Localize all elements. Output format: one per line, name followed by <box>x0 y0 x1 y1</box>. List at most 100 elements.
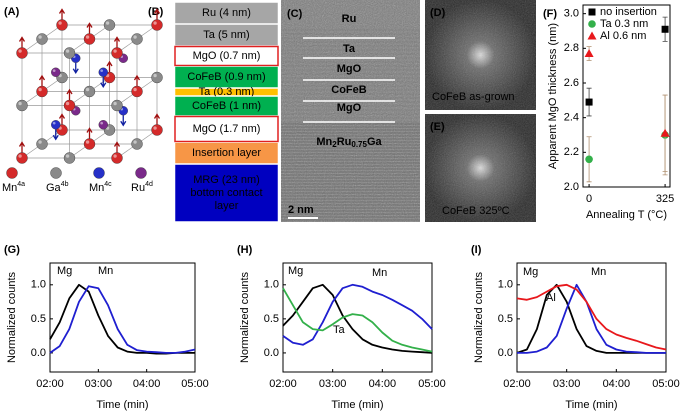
x-tick-label: 04:00 <box>603 378 631 390</box>
series-label: Mg <box>523 266 538 278</box>
y-tick-label: 3.0 <box>564 8 579 20</box>
spin-arrow <box>153 113 161 125</box>
layer-label: Insertion layer <box>192 147 261 159</box>
tem-noise <box>281 0 420 222</box>
legend-label: no insertion <box>600 6 657 18</box>
atom-highlight <box>65 154 70 158</box>
spin-arrow <box>106 60 113 72</box>
legend-label: Mn4c <box>89 181 112 194</box>
x-tick-label: 02:00 <box>36 378 64 390</box>
legend-marker <box>588 20 596 28</box>
atom-highlight <box>38 35 42 39</box>
data-line <box>282 283 433 346</box>
legend-atom <box>50 167 62 179</box>
spin-arrow <box>153 8 161 20</box>
layer-label: CoFeB (1 nm) <box>192 100 261 112</box>
series-label: Mn <box>98 265 113 277</box>
layer-label: Ru <box>342 13 357 25</box>
panel-label: (A) <box>4 6 20 18</box>
text-part: 4c <box>104 181 112 188</box>
spin-arrow <box>72 62 79 74</box>
x-axis-label: Time (min) <box>565 399 617 411</box>
spin-arrow <box>86 127 93 139</box>
atom <box>56 19 68 31</box>
layer-label: Mn2Ru0.75Ga <box>316 136 382 149</box>
atom-highlight <box>85 140 90 144</box>
series-label: Ta <box>333 324 346 336</box>
y-axis-label: Normalized counts <box>239 271 251 363</box>
y-tick-label: 2.2 <box>564 146 579 158</box>
stack-layer <box>174 66 279 88</box>
atom-highlight <box>100 69 104 73</box>
atom-highlight <box>38 87 42 92</box>
text-part: Mn <box>89 182 104 194</box>
x-tick-label: 05:00 <box>181 378 209 390</box>
layer-label: Ru (4 nm) <box>202 7 251 19</box>
stack-layer <box>174 88 279 96</box>
legend-atom <box>93 167 105 179</box>
layer-label: CoFeB (0.9 nm) <box>187 71 265 83</box>
y-tick-label: 2.8 <box>564 42 579 54</box>
series-label: Al <box>546 292 556 304</box>
atom-highlight <box>85 87 90 92</box>
spin-arrow <box>133 74 141 86</box>
plot-frame <box>282 262 433 373</box>
atom <box>111 99 123 112</box>
text-part: Ga <box>46 182 62 194</box>
spin-arrow <box>38 74 46 86</box>
text-part: 4a <box>17 181 25 188</box>
atom-highlight <box>100 121 104 125</box>
text-part: 0.75 <box>351 140 367 149</box>
y-axis-label: Apparent MgO thickness (nm) <box>547 23 559 169</box>
y-tick-label: 1.0 <box>31 279 46 291</box>
atom-highlight <box>133 35 137 39</box>
layer-label: MgO (0.7 nm) <box>193 50 261 62</box>
atom-highlight <box>65 101 70 106</box>
spin-arrow <box>86 22 93 34</box>
atom-highlight <box>133 140 137 144</box>
stack-layer <box>174 45 279 67</box>
atom-highlight <box>113 49 117 53</box>
x-tick-label: 05:00 <box>652 378 680 390</box>
fft-caption: CoFeB as-grown <box>432 91 515 103</box>
atom <box>51 120 61 130</box>
atom-highlight <box>153 21 157 25</box>
spin-arrow <box>66 88 73 100</box>
atom <box>36 138 48 150</box>
series-label: Mg <box>288 265 303 277</box>
atom <box>151 19 163 31</box>
y-tick-label: 0.0 <box>498 347 513 359</box>
atom-highlight <box>38 140 42 144</box>
atom-highlight <box>153 73 157 78</box>
layer-label: Ta <box>343 43 356 55</box>
legend-label: Ru4d <box>131 181 153 194</box>
series-label: Mn <box>591 266 606 278</box>
panel-label: (D) <box>430 7 446 19</box>
x-tick-label: 03:00 <box>85 378 113 390</box>
data-line <box>517 283 666 354</box>
atom-highlight <box>105 21 110 25</box>
x-tick-label: 0 <box>586 193 592 205</box>
panel-label: (I) <box>471 244 482 256</box>
atom <box>51 67 61 77</box>
atom <box>151 71 163 84</box>
x-tick-label: 02:00 <box>503 378 531 390</box>
atom-highlight <box>65 49 70 53</box>
data-line <box>49 285 196 354</box>
layer-label: layer <box>215 200 239 212</box>
atom <box>16 99 28 112</box>
spin-arrow <box>113 36 121 48</box>
layer-label: bottom contact <box>190 187 262 199</box>
text-part: Ga <box>367 136 383 148</box>
atom-highlight <box>18 154 22 158</box>
legend-marker <box>587 31 597 40</box>
y-tick-label: 2.4 <box>564 112 579 124</box>
atom <box>111 152 123 164</box>
atom <box>131 33 143 45</box>
series-label: Mg <box>57 265 72 277</box>
plot-frame <box>516 262 667 373</box>
stack-layer <box>174 2 279 24</box>
atom <box>83 85 96 98</box>
atom <box>63 47 76 59</box>
x-tick-label: 04:00 <box>369 378 397 390</box>
